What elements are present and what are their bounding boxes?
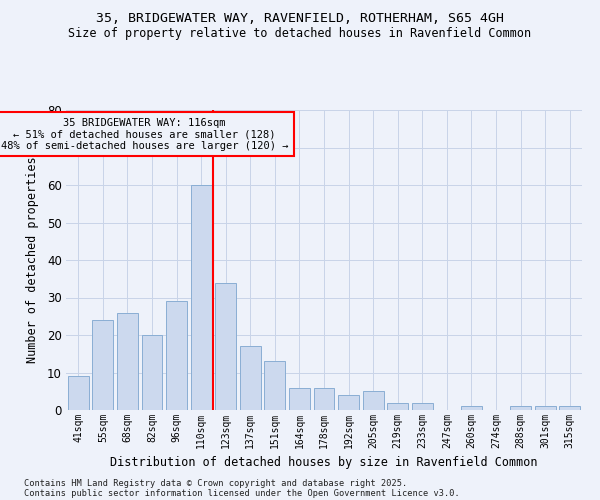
Bar — [461, 406, 482, 410]
Text: Contains HM Land Registry data © Crown copyright and database right 2025.: Contains HM Land Registry data © Crown c… — [24, 478, 407, 488]
Bar — [142, 335, 163, 410]
Bar — [510, 406, 531, 410]
Bar — [535, 406, 556, 410]
Bar — [68, 376, 89, 410]
Bar — [338, 395, 359, 410]
Bar — [117, 312, 138, 410]
Bar — [559, 406, 580, 410]
Bar — [166, 301, 187, 410]
Text: Size of property relative to detached houses in Ravenfield Common: Size of property relative to detached ho… — [68, 28, 532, 40]
Bar — [265, 361, 286, 410]
Bar — [387, 402, 408, 410]
Bar — [215, 282, 236, 410]
X-axis label: Distribution of detached houses by size in Ravenfield Common: Distribution of detached houses by size … — [110, 456, 538, 469]
Bar — [92, 320, 113, 410]
Bar — [362, 391, 383, 410]
Text: 35 BRIDGEWATER WAY: 116sqm
← 51% of detached houses are smaller (128)
48% of sem: 35 BRIDGEWATER WAY: 116sqm ← 51% of deta… — [1, 118, 289, 150]
Text: 35, BRIDGEWATER WAY, RAVENFIELD, ROTHERHAM, S65 4GH: 35, BRIDGEWATER WAY, RAVENFIELD, ROTHERH… — [96, 12, 504, 26]
Bar — [191, 185, 212, 410]
Bar — [289, 388, 310, 410]
Y-axis label: Number of detached properties: Number of detached properties — [26, 156, 38, 364]
Text: Contains public sector information licensed under the Open Government Licence v3: Contains public sector information licen… — [24, 490, 460, 498]
Bar — [240, 346, 261, 410]
Bar — [412, 402, 433, 410]
Bar — [314, 388, 334, 410]
